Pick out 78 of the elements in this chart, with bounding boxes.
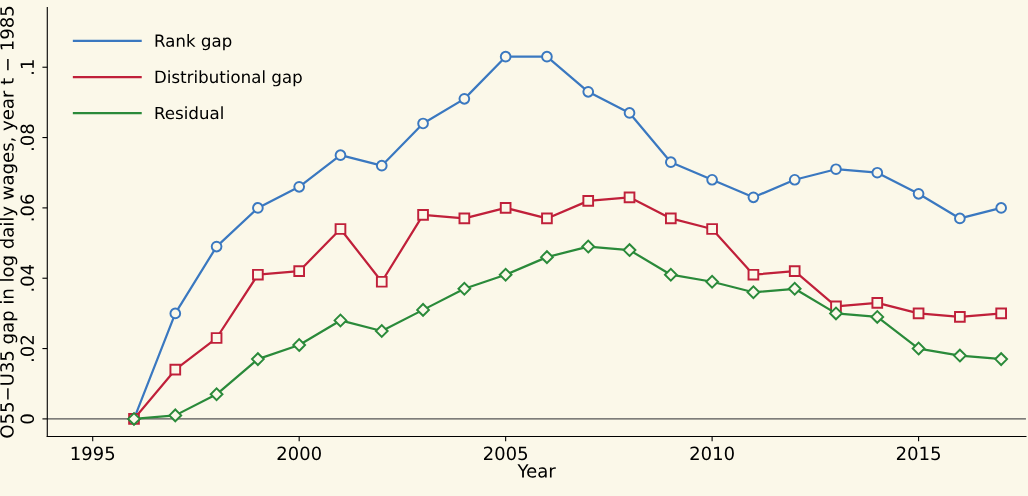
point — [457, 281, 472, 296]
point — [870, 310, 885, 324]
x-tick-label: 2000 — [277, 446, 321, 461]
y-tick-label: .08 — [20, 124, 35, 150]
point — [417, 117, 429, 130]
point — [210, 332, 223, 344]
point — [458, 93, 471, 105]
x-tick-label: 1995 — [71, 446, 115, 461]
point — [541, 212, 553, 225]
point — [417, 209, 429, 221]
point — [541, 50, 553, 63]
legend-label: Distributional gap — [155, 70, 302, 87]
point — [375, 275, 388, 288]
point — [953, 348, 967, 363]
y-tick-label: .02 — [20, 336, 35, 361]
y-tick-label: .1 — [20, 60, 34, 74]
point — [292, 338, 307, 352]
x-axis-title: Year — [517, 464, 556, 478]
point — [581, 239, 596, 254]
point — [871, 297, 884, 309]
point — [582, 86, 595, 98]
point — [746, 285, 761, 300]
point — [912, 307, 925, 320]
point — [416, 303, 430, 317]
point — [994, 352, 1009, 366]
point — [664, 212, 677, 225]
point — [995, 307, 1007, 320]
point — [499, 202, 512, 214]
legend-label: Residual — [155, 106, 223, 120]
point — [251, 352, 265, 366]
point — [458, 212, 471, 225]
point — [829, 306, 843, 321]
point — [333, 313, 348, 328]
point — [911, 341, 926, 356]
point — [954, 212, 966, 225]
point — [169, 363, 182, 376]
y-tick-label: .04 — [20, 264, 35, 291]
point — [293, 180, 306, 193]
point — [252, 268, 264, 281]
y-tick-label: .06 — [20, 194, 35, 221]
point — [706, 223, 718, 235]
point — [499, 50, 512, 63]
point — [830, 163, 842, 176]
y-tick-label: 0 — [20, 414, 35, 424]
point — [747, 191, 760, 204]
point — [995, 202, 1007, 214]
point — [623, 107, 636, 119]
point — [498, 267, 513, 282]
y-axis-title: O55−U35 gap in log daily wages, year t − 1985 — [0, 6, 18, 438]
point — [375, 159, 388, 172]
point — [788, 265, 801, 278]
x-tick-label: 2010 — [690, 446, 734, 461]
point — [663, 267, 678, 282]
point — [787, 281, 802, 296]
point — [622, 243, 637, 257]
point — [209, 387, 224, 402]
point — [747, 268, 760, 281]
point — [540, 250, 554, 264]
point — [912, 188, 925, 200]
point — [252, 202, 264, 214]
point — [334, 223, 347, 235]
point — [706, 173, 718, 186]
point — [954, 311, 966, 323]
point — [788, 173, 801, 186]
point — [374, 324, 389, 338]
point — [623, 191, 636, 204]
x-tick-label: 2015 — [896, 446, 940, 461]
point — [168, 408, 183, 423]
point — [664, 156, 677, 169]
x-tick-label: 2005 — [483, 446, 528, 461]
point — [705, 274, 719, 289]
point — [582, 195, 595, 207]
point — [169, 307, 182, 320]
point — [334, 149, 347, 161]
point — [210, 240, 223, 253]
point — [871, 166, 884, 179]
point — [293, 265, 306, 278]
legend-label: Rank gap — [155, 34, 232, 51]
